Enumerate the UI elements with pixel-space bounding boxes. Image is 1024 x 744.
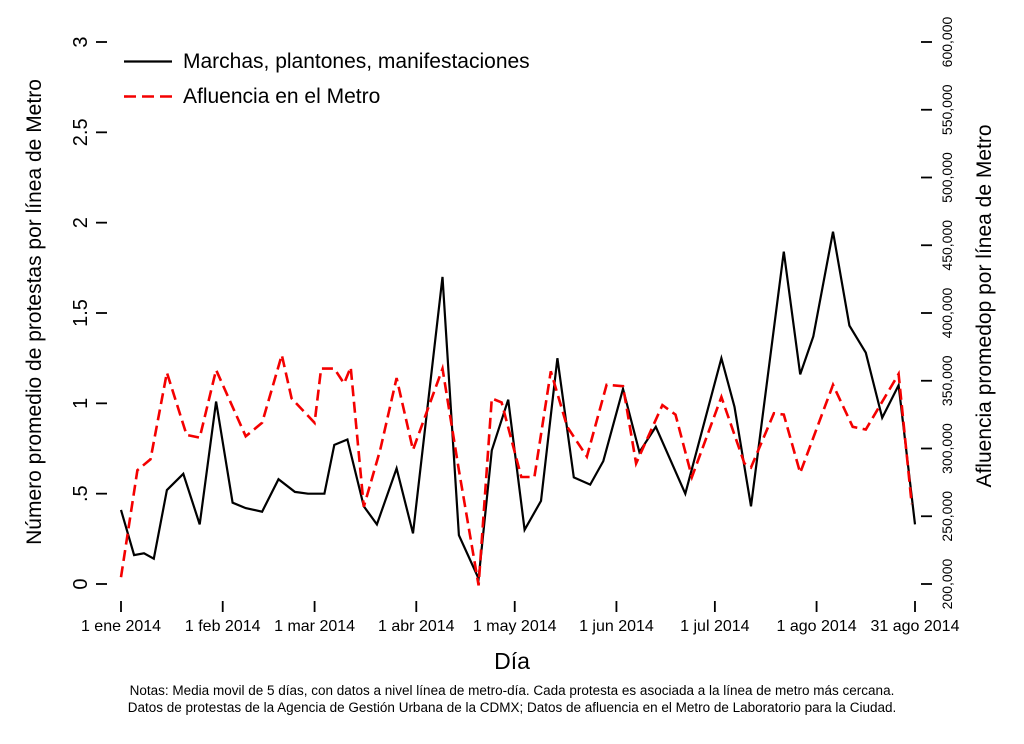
- notes-line-2: Datos de protestas de la Agencia de Gest…: [127, 700, 897, 715]
- y-right-tick-label: 300,000: [939, 423, 955, 474]
- y-right-tick-label: 450,000: [939, 220, 955, 271]
- y-left-tick-label: 0: [70, 578, 92, 589]
- x-tick-label: 1 mar 2014: [274, 618, 355, 635]
- y-left-tick-label: 2: [70, 217, 92, 228]
- series-line-afluencia: [119, 354, 913, 586]
- x-tick-label: 1 abr 2014: [378, 618, 455, 635]
- x-tick-label: 1 jun 2014: [579, 618, 654, 635]
- x-tick-label: 1 jul 2014: [680, 618, 749, 635]
- x-axis-title: Día: [494, 648, 530, 674]
- y-left-tick-label: 3: [70, 36, 92, 47]
- y-right-tick-label: 550,000: [939, 84, 955, 135]
- series-line-protestas: [119, 231, 917, 583]
- y-axis-right-title: Afluencia promedop por línea de Metro: [973, 124, 996, 487]
- y-right-tick-label: 200,000: [939, 558, 955, 609]
- x-tick-label: 31 ago 2014: [871, 618, 960, 635]
- notes-line-1: Notas: Media movil de 5 días, con datos …: [129, 683, 895, 698]
- x-tick-label: 1 ago 2014: [777, 618, 857, 635]
- y-left-tick-label: 1.5: [70, 299, 92, 327]
- x-tick-label: 1 ene 2014: [81, 618, 161, 635]
- y-left-tick-label: 2.5: [70, 118, 92, 146]
- y-left-tick-label: 1: [70, 398, 92, 409]
- y-right-tick-label: 600,000: [939, 16, 955, 67]
- y-left-tick-label: .5: [70, 485, 92, 502]
- legend-label-afluencia: Afluencia en el Metro: [183, 85, 380, 108]
- y-axis-left-title: Número promedio de protestas por línea d…: [23, 79, 46, 545]
- legend-label-protestas: Marchas, plantones, manifestaciones: [183, 50, 530, 73]
- y-right-tick-label: 400,000: [939, 287, 955, 338]
- y-right-tick-label: 350,000: [939, 355, 955, 406]
- y-right-tick-label: 500,000: [939, 152, 955, 203]
- x-tick-label: 1 may 2014: [473, 618, 557, 635]
- y-right-tick-label: 250,000: [939, 491, 955, 542]
- x-tick-label: 1 feb 2014: [185, 618, 261, 635]
